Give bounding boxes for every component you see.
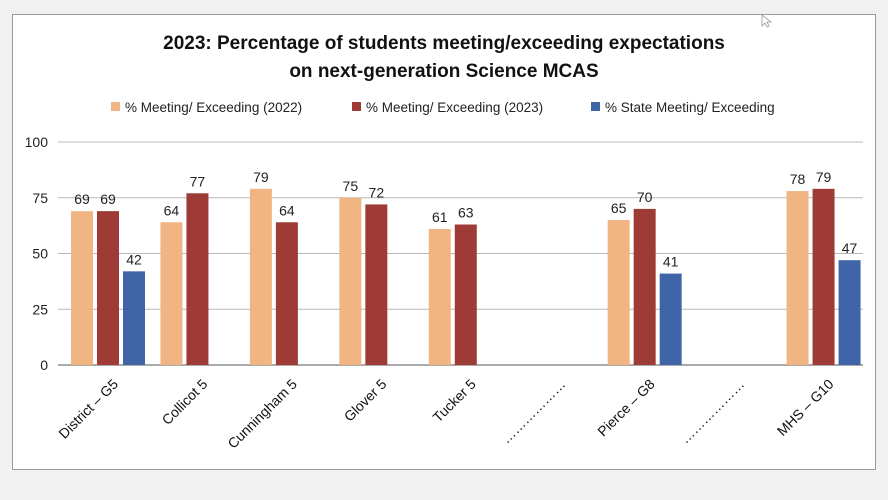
bar-1-3 (249, 188, 272, 365)
chart: 2023: Percentage of students meeting/exc… (25, 15, 863, 452)
data-label-2-5: 63 (458, 205, 474, 221)
legend-swatch-1 (111, 102, 120, 111)
category-label-8: ……………… (677, 376, 748, 447)
bar-3-7 (659, 273, 682, 365)
bar-2-7 (633, 208, 656, 365)
bar-1-7 (607, 220, 630, 365)
data-labels: 69 69 42 64 77 79 64 75 72 61 63 65 70 41 78 79 47 (74, 169, 857, 270)
bar-2-1 (97, 211, 119, 365)
category-label-3: Cunningham 5 (224, 376, 300, 452)
category-label-5: Tucker 5 (429, 376, 479, 426)
bar-2-5 (454, 224, 477, 365)
data-label-2-7: 70 (637, 189, 653, 205)
category-label-2: Collicot 5 (159, 376, 211, 428)
data-label-2-4: 72 (369, 184, 385, 200)
y-tick-label: 0 (40, 357, 48, 373)
chart-title-line-2: on next-generation Science MCAS (289, 61, 598, 82)
data-label-1-5: 61 (432, 209, 448, 225)
bar-3-9 (838, 260, 861, 365)
bar-2-9 (812, 188, 835, 365)
bar-3-1 (123, 271, 145, 365)
bar-2-2 (186, 193, 209, 365)
bar-1-9 (786, 191, 809, 365)
bar-1-5 (428, 228, 451, 365)
legend-label-1: % Meeting/ Exceeding (2022) (125, 100, 302, 115)
data-label-2-9: 79 (816, 169, 832, 185)
data-label-1-1: 69 (74, 191, 90, 207)
data-label-1-9: 78 (790, 171, 806, 187)
category-label-6: ……………… (498, 376, 569, 447)
legend-swatch-2 (352, 102, 361, 111)
bar-2-4 (365, 204, 388, 365)
bar-1-2 (160, 222, 183, 365)
bars (71, 188, 861, 365)
data-label-3-7: 41 (663, 254, 679, 270)
legend: % Meeting/ Exceeding (2022) % Meeting/ Ex… (111, 100, 775, 115)
data-label-1-4: 75 (343, 178, 359, 194)
data-label-2-2: 77 (190, 173, 206, 189)
data-label-2-1: 69 (100, 191, 116, 207)
data-label-3-1: 42 (126, 251, 142, 267)
data-label-3-9: 47 (842, 240, 858, 256)
category-label-9: MHS – G10 (774, 376, 837, 439)
cursor-icon (761, 15, 773, 28)
category-label-7: Pierce – G8 (594, 376, 658, 440)
category-labels: District – G5 Collicot 5 Cunningham 5 Glove… (55, 376, 836, 452)
bar-2-3 (275, 222, 298, 365)
legend-label-3: % State Meeting/ Exceeding (605, 100, 775, 115)
data-label-2-3: 64 (279, 202, 295, 218)
bar-1-4 (339, 197, 362, 365)
chart-title-line-1: 2023: Percentage of students meeting/exc… (163, 33, 725, 54)
y-tick-label: 25 (32, 301, 48, 317)
legend-swatch-3 (591, 102, 600, 111)
category-label-1: District – G5 (55, 376, 121, 442)
legend-label-2: % Meeting/ Exceeding (2023) (366, 100, 543, 115)
y-tick-label: 100 (25, 134, 49, 150)
data-label-1-3: 79 (253, 169, 269, 185)
category-label-4: Glover 5 (341, 376, 390, 425)
y-tick-label: 50 (32, 246, 48, 262)
data-label-1-7: 65 (611, 200, 627, 216)
y-tick-label: 75 (32, 190, 48, 206)
data-label-1-2: 64 (164, 202, 180, 218)
chart-frame: 2023: Percentage of students meeting/exc… (12, 14, 876, 470)
bar-1-1 (71, 211, 93, 365)
